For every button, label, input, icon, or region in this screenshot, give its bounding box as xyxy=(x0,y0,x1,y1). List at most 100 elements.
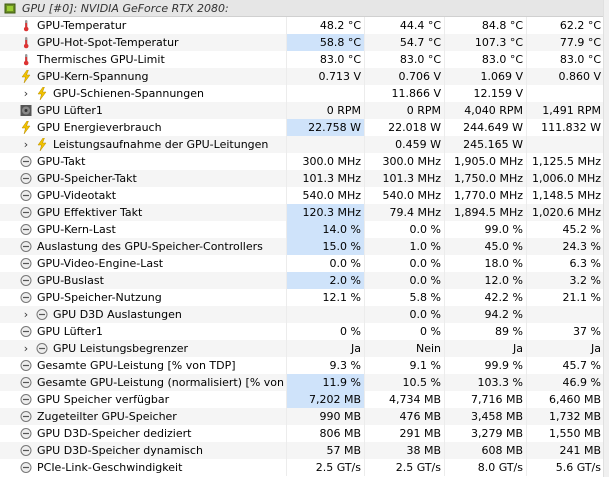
min-value-cell: 0.0 % xyxy=(364,272,444,289)
sensor-row[interactable]: GPU-Kern-Spannung 0.713 V 0.706 V 1.069 V 0.… xyxy=(0,68,609,85)
clock-icon xyxy=(20,223,32,236)
sensor-row[interactable]: GPU D3D-Speicher dediziert 806 MB 291 MB 3,… xyxy=(0,425,609,442)
max-value-cell: 12.0 % xyxy=(444,272,526,289)
sensor-row[interactable]: › GPU Leistungsbegrenzer Ja Nein Ja Ja xyxy=(0,340,609,357)
current-value-cell: 990 MB xyxy=(286,408,364,425)
sensor-row[interactable]: GPU Energieverbrauch 22.758 W 22.018 W 244.… xyxy=(0,119,609,136)
sensor-row[interactable]: GPU-Speicher-Nutzung 12.1 % 5.8 % 42.2 % 21.… xyxy=(0,289,609,306)
max-value-cell: 94.2 % xyxy=(444,306,526,323)
sensor-label: GPU-Buslast xyxy=(37,274,104,287)
sensor-name-cell: GPU-Takt xyxy=(0,153,286,170)
min-value-cell: 10.5 % xyxy=(364,374,444,391)
current-value-cell: 22.758 W xyxy=(286,119,364,136)
sensor-row[interactable]: GPU Speicher verfügbar 7,202 MB 4,734 MB 7,… xyxy=(0,391,609,408)
current-value-cell: 11.9 % xyxy=(286,374,364,391)
sensor-row[interactable]: Gesamte GPU-Leistung (normalisiert) [% v… xyxy=(0,374,609,391)
sensor-label: GPU Energieverbrauch xyxy=(37,121,162,134)
sensor-name-cell: GPU-Video-Engine-Last xyxy=(0,255,286,272)
lightning-icon xyxy=(36,137,48,152)
avg-value-cell: 111.832 W xyxy=(526,119,604,136)
max-value-cell: 8.0 GT/s xyxy=(444,459,526,476)
current-value-cell: 806 MB xyxy=(286,425,364,442)
sensor-label: Gesamte GPU-Leistung (normalisiert) [% v… xyxy=(37,376,286,389)
sensor-label: GPU-Temperatur xyxy=(37,19,127,32)
avg-value-cell: 1,125.5 MHz xyxy=(526,153,604,170)
current-value-cell: 58.8 °C xyxy=(286,34,364,51)
current-value-cell: 7,202 MB xyxy=(286,391,364,408)
expand-chevron-icon[interactable]: › xyxy=(23,138,29,151)
sensor-row[interactable]: PCIe-Link-Geschwindigkeit 2.5 GT/s 2.5 GT/… xyxy=(0,459,609,476)
avg-value-cell: 21.1 % xyxy=(526,289,604,306)
avg-value-cell: 83.0 °C xyxy=(526,51,604,68)
sensor-row[interactable]: GPU-Speicher-Takt 101.3 MHz 101.3 MHz 1,750… xyxy=(0,170,609,187)
expand-chevron-icon[interactable]: › xyxy=(23,308,29,321)
max-value-cell: 89 % xyxy=(444,323,526,340)
clock-icon xyxy=(20,427,32,440)
sensor-row[interactable]: GPU Effektiver Takt 120.3 MHz 79.4 MHz 1,89… xyxy=(0,204,609,221)
min-value-cell: 476 MB xyxy=(364,408,444,425)
sensor-row[interactable]: GPU-Takt 300.0 MHz 300.0 MHz 1,905.0 MHz 1,1… xyxy=(0,153,609,170)
sensor-row[interactable]: › GPU D3D Auslastungen 0.0 % 94.2 % xyxy=(0,306,609,323)
sensor-name-cell: GPU Effektiver Takt xyxy=(0,204,286,221)
sensor-label: GPU Leistungsbegrenzer xyxy=(53,342,188,355)
sensor-row[interactable]: Zugeteilter GPU-Speicher 990 MB 476 MB 3,45… xyxy=(0,408,609,425)
current-value-cell xyxy=(286,85,364,102)
sensor-label: GPU-Schienen-Spannungen xyxy=(53,87,204,100)
sensor-name-cell: Gesamte GPU-Leistung (normalisiert) [% v… xyxy=(0,374,286,391)
current-value-cell: 300.0 MHz xyxy=(286,153,364,170)
current-value-cell: 2.0 % xyxy=(286,272,364,289)
avg-value-cell: Ja xyxy=(526,340,604,357)
max-value-cell: 1.069 V xyxy=(444,68,526,85)
expand-chevron-icon[interactable]: › xyxy=(23,87,29,100)
min-value-cell: 4,734 MB xyxy=(364,391,444,408)
sensor-row[interactable]: GPU-Video-Engine-Last 0.0 % 0.0 % 18.0 % 6.3… xyxy=(0,255,609,272)
avg-value-cell: 1,550 MB xyxy=(526,425,604,442)
sensor-label: Zugeteilter GPU-Speicher xyxy=(37,410,177,423)
avg-value-cell xyxy=(526,136,604,153)
sensor-label: GPU-Speicher-Nutzung xyxy=(37,291,162,304)
sensor-row[interactable]: GPU-Hot-Spot-Temperatur 58.8 °C 54.7 °C 107… xyxy=(0,34,609,51)
avg-value-cell: 6,460 MB xyxy=(526,391,604,408)
sensor-row[interactable]: Thermisches GPU-Limit 83.0 °C 83.0 °C 83.0 … xyxy=(0,51,609,68)
sensor-row[interactable]: GPU-Kern-Last 14.0 % 0.0 % 99.0 % 45.2 % xyxy=(0,221,609,238)
sensor-row[interactable]: GPU-Temperatur 48.2 °C 44.4 °C 84.8 °C 62.2 … xyxy=(0,17,609,34)
current-value-cell: 0 % xyxy=(286,323,364,340)
max-value-cell: 4,040 RPM xyxy=(444,102,526,119)
min-value-cell: 2.5 GT/s xyxy=(364,459,444,476)
sensor-label: GPU-Speicher-Takt xyxy=(37,172,137,185)
sensor-row[interactable]: GPU-Buslast 2.0 % 0.0 % 12.0 % 3.2 % xyxy=(0,272,609,289)
min-value-cell: 291 MB xyxy=(364,425,444,442)
gpu-group-header[interactable]: GPU [#0]: NVIDIA GeForce RTX 2080: xyxy=(0,0,609,17)
expand-chevron-icon[interactable]: › xyxy=(23,342,29,355)
min-value-cell: 1.0 % xyxy=(364,238,444,255)
sensor-label: GPU D3D Auslastungen xyxy=(53,308,182,321)
sensor-row[interactable]: Auslastung des GPU-Speicher-Controllers 1… xyxy=(0,238,609,255)
sensor-row[interactable]: GPU D3D-Speicher dynamisch 57 MB 38 MB 608 … xyxy=(0,442,609,459)
current-value-cell xyxy=(286,136,364,153)
min-value-cell: 0.459 W xyxy=(364,136,444,153)
max-value-cell: 18.0 % xyxy=(444,255,526,272)
sensor-row[interactable]: › GPU-Schienen-Spannungen 11.866 V 12.159 V xyxy=(0,85,609,102)
gpu-chip-icon xyxy=(4,2,16,15)
clock-icon xyxy=(20,444,32,457)
sensor-name-cell: GPU-Kern-Spannung xyxy=(0,68,286,85)
sensor-row[interactable]: GPU-Videotakt 540.0 MHz 540.0 MHz 1,770.0 M… xyxy=(0,187,609,204)
current-value-cell: 83.0 °C xyxy=(286,51,364,68)
current-value-cell: 2.5 GT/s xyxy=(286,459,364,476)
sensor-row[interactable]: Gesamte GPU-Leistung [% von TDP] 9.3 % 9.1… xyxy=(0,357,609,374)
clock-icon xyxy=(20,410,32,423)
max-value-cell: 45.0 % xyxy=(444,238,526,255)
sensor-label: GPU Lüfter1 xyxy=(37,104,103,117)
sensor-row[interactable]: GPU Lüfter1 0 % 0 % 89 % 37 % xyxy=(0,323,609,340)
sensor-row[interactable]: › Leistungsaufnahme der GPU-Leitungen 0.45… xyxy=(0,136,609,153)
avg-value-cell xyxy=(526,85,604,102)
clock-icon xyxy=(36,342,48,355)
vertical-scrollbar[interactable] xyxy=(603,0,609,477)
current-value-cell: 0 RPM xyxy=(286,102,364,119)
max-value-cell: 99.0 % xyxy=(444,221,526,238)
clock-icon xyxy=(20,155,32,168)
min-value-cell: 5.8 % xyxy=(364,289,444,306)
sensor-name-cell: › GPU-Schienen-Spannungen xyxy=(0,85,286,102)
sensor-label: GPU D3D-Speicher dynamisch xyxy=(37,444,203,457)
sensor-row[interactable]: GPU Lüfter1 0 RPM 0 RPM 4,040 RPM 1,491 RPM xyxy=(0,102,609,119)
